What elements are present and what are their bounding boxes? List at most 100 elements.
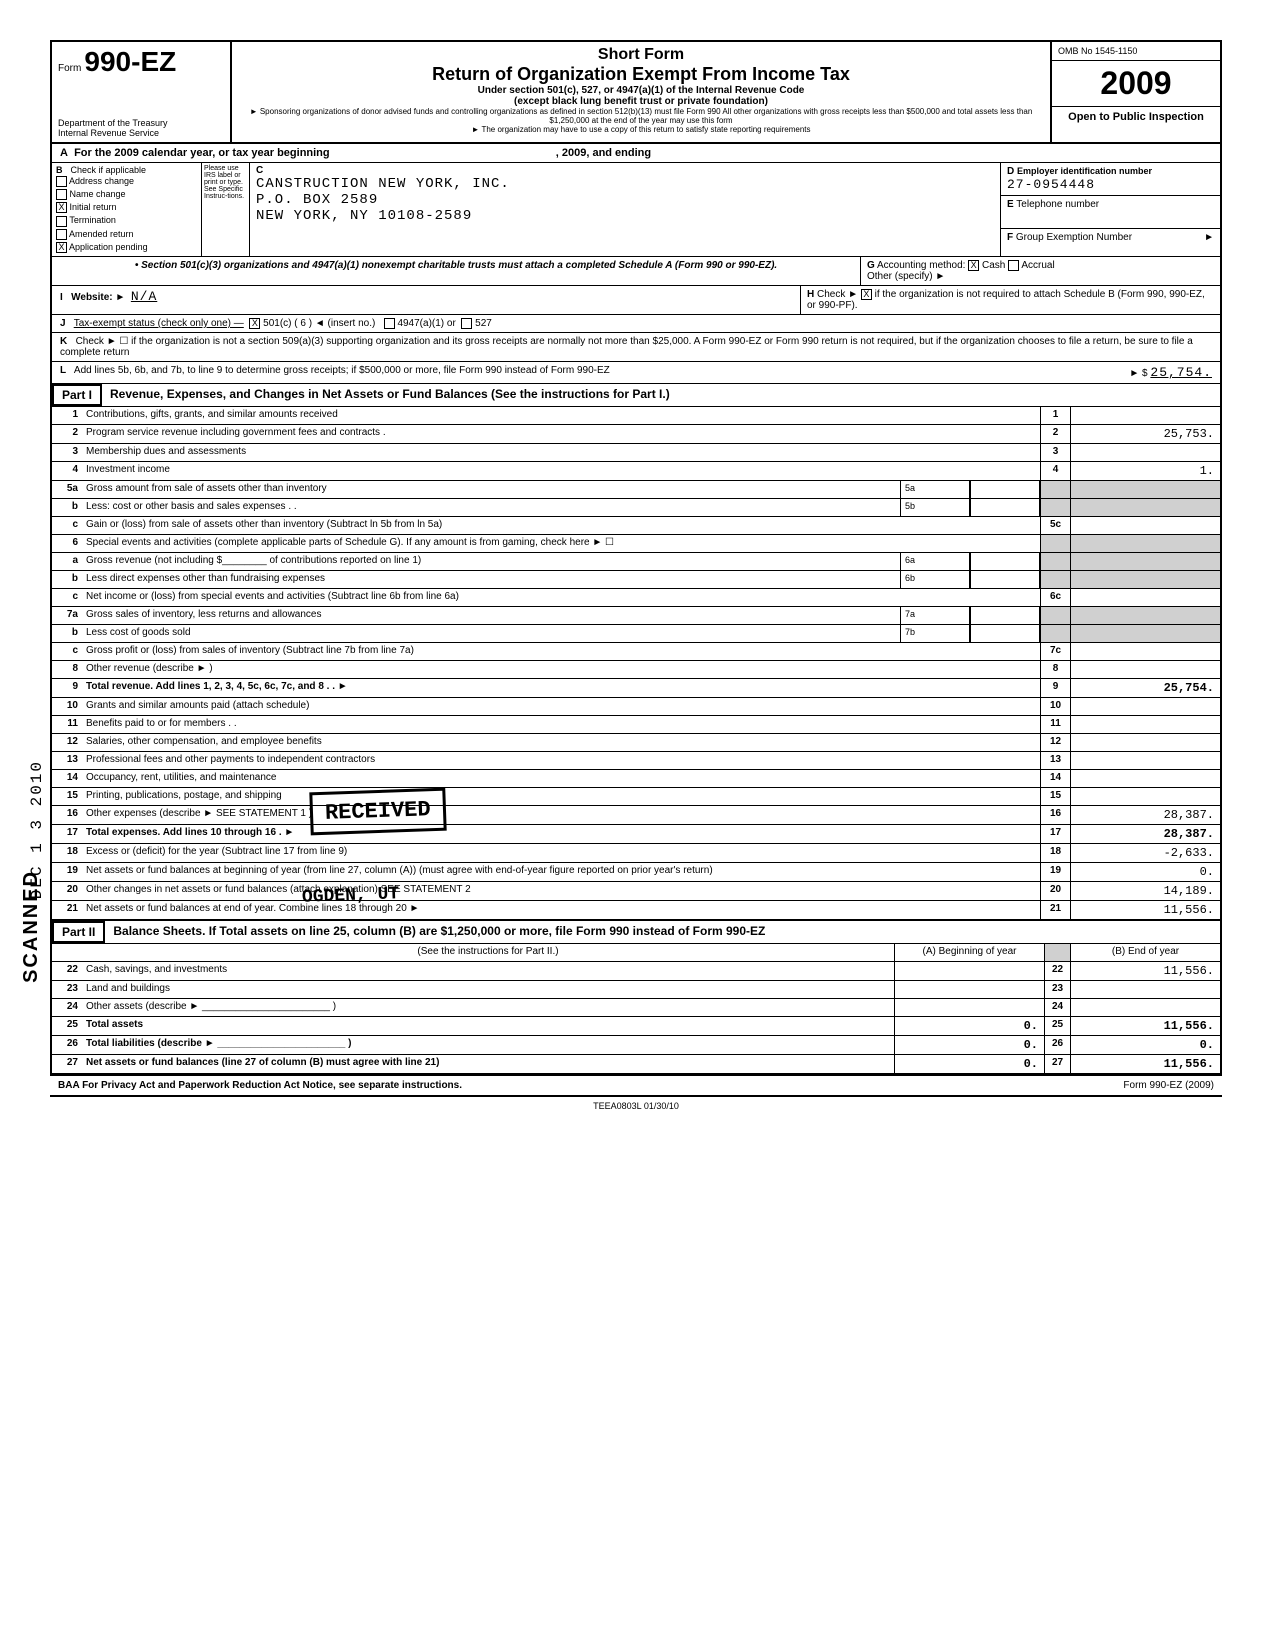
part-i-row-18: 18Excess or (deficit) for the year (Subt…	[52, 844, 1220, 863]
line-num-6: 6	[52, 535, 82, 552]
org-addr2: NEW YORK, NY 10108-2589	[256, 208, 994, 224]
header-right: OMB No 1545-1150 2009 Open to Public Ins…	[1050, 42, 1220, 142]
bs-begin-25: 0.	[894, 1017, 1044, 1035]
line-amt-20: 14,189.	[1070, 882, 1220, 900]
block-b-to-f: B Check if applicable Address change Nam…	[50, 163, 1222, 257]
subtitle-1: Under section 501(c), 527, or 4947(a)(1)…	[242, 85, 1040, 96]
part-i-row-b: bLess: cost or other basis and sales exp…	[52, 499, 1220, 517]
l-text: Add lines 5b, 6b, and 7b, to line 9 to d…	[74, 365, 610, 376]
chk-501c[interactable]: X	[249, 318, 260, 329]
website-value: N/A	[131, 289, 157, 304]
header-note1: ► Sponsoring organizations of donor advi…	[242, 107, 1040, 125]
line-num-c: c	[52, 643, 82, 660]
line-box-blank	[1040, 535, 1070, 552]
line-desc-20: Other changes in net assets or fund bala…	[82, 882, 1040, 900]
line-num-11: 11	[52, 716, 82, 733]
bs-box-24: 24	[1044, 999, 1070, 1016]
title-short-form: Short Form	[242, 46, 1040, 64]
part-i-row-15: 15Printing, publications, postage, and s…	[52, 788, 1220, 806]
line-a-mid: , 2009, and ending	[556, 147, 651, 159]
line-box-20: 20	[1040, 882, 1070, 900]
part-i-row-11: 11Benefits paid to or for members . .11	[52, 716, 1220, 734]
box-d-label: D	[1007, 166, 1014, 177]
accounting-method: G Accounting method: X Cash Accrual Othe…	[860, 257, 1220, 285]
part-i-row-20: 20Other changes in net assets or fund ba…	[52, 882, 1220, 901]
subtitle-2: (except black lung benefit trust or priv…	[242, 96, 1040, 107]
bs-num-27: 27	[52, 1055, 82, 1073]
line-box-blank	[1040, 571, 1070, 588]
line-desc-c: Gross profit or (loss) from sales of inv…	[82, 643, 1040, 660]
line-amt-2: 25,753.	[1070, 425, 1220, 443]
line-desc-6: Special events and activities (complete …	[82, 535, 1040, 552]
bs-desc-25: Total assets	[82, 1017, 894, 1035]
line-amt-6c	[1070, 589, 1220, 606]
part-ii-row-24: 24Other assets (describe ► _____________…	[52, 999, 1220, 1017]
chk-amended[interactable]	[56, 229, 67, 240]
j-label: J	[60, 318, 66, 329]
chk-527[interactable]	[461, 318, 472, 329]
chk-cash[interactable]: X	[968, 260, 979, 271]
part-ii-row-22: 22Cash, savings, and investments2211,556…	[52, 962, 1220, 981]
lbl-amended: Amended return	[69, 229, 134, 239]
line-amt-14	[1070, 770, 1220, 787]
line-amt-19: 0.	[1070, 863, 1220, 881]
h-label: H	[807, 289, 814, 300]
mid-box-6a: 6a	[900, 553, 970, 570]
line-amt-10	[1070, 698, 1220, 715]
chk-initial[interactable]: X	[56, 202, 67, 213]
bs-num-25: 25	[52, 1017, 82, 1035]
chk-pending[interactable]: X	[56, 242, 67, 253]
chk-accrual[interactable]	[1008, 260, 1019, 271]
schedule-a-note: • Section 501(c)(3) organizations and 49…	[52, 257, 860, 285]
part-i-row-7a: 7aGross sales of inventory, less returns…	[52, 607, 1220, 625]
line-box-3: 3	[1040, 444, 1070, 461]
part-ii-title: Balance Sheets. If Total assets on line …	[105, 921, 1220, 943]
baa-text: BAA For Privacy Act and Paperwork Reduct…	[58, 1080, 462, 1091]
line-amt-4: 1.	[1070, 462, 1220, 480]
line-desc-c: Gain or (loss) from sale of assets other…	[82, 517, 1040, 534]
title-main: Return of Organization Exempt From Incom…	[242, 64, 1040, 85]
line-box-13: 13	[1040, 752, 1070, 769]
line-desc-b: Less direct expenses other than fundrais…	[82, 571, 900, 588]
part-i-row-b: bLess cost of goods sold7b	[52, 625, 1220, 643]
bs-desc-26: Total liabilities (describe ► __________…	[82, 1036, 894, 1054]
line-box-16: 16	[1040, 806, 1070, 824]
line-num-8: 8	[52, 661, 82, 678]
line-amt-5c	[1070, 517, 1220, 534]
line-box-blank	[1040, 553, 1070, 570]
chk-name[interactable]	[56, 189, 67, 200]
dept-line1: Department of the Treasury	[58, 118, 224, 128]
date-stamp: DEC 1 3 2010	[28, 760, 46, 899]
line-desc-8: Other revenue (describe ► )	[82, 661, 1040, 678]
mid-val-7b	[970, 625, 1040, 642]
line-num-2: 2	[52, 425, 82, 443]
line-amt-blank	[1070, 571, 1220, 588]
bs-end-23	[1070, 981, 1220, 998]
col-b-heading: (B) End of year	[1070, 944, 1220, 961]
line-num-c: c	[52, 517, 82, 534]
line-amt-blank	[1070, 499, 1220, 516]
part-i-row-5a: 5aGross amount from sale of assets other…	[52, 481, 1220, 499]
part-i-row-16: 16Other expenses (describe ► SEE STATEME…	[52, 806, 1220, 825]
line-amt-blank	[1070, 553, 1220, 570]
line-box-21: 21	[1040, 901, 1070, 919]
i-label: I	[60, 292, 63, 303]
line-box-1: 1	[1040, 407, 1070, 424]
row-k: K Check ► ☐ if the organization is not a…	[50, 333, 1222, 362]
chk-termination[interactable]	[56, 216, 67, 227]
bs-begin-22	[894, 962, 1044, 980]
part-i-row-6: 6Special events and activities (complete…	[52, 535, 1220, 553]
chk-schedule-b[interactable]: X	[861, 289, 872, 300]
line-box-19: 19	[1040, 863, 1070, 881]
chk-4947[interactable]	[384, 318, 395, 329]
org-addr1: P.O. BOX 2589	[256, 192, 994, 208]
bs-begin-26: 0.	[894, 1036, 1044, 1054]
line-a: A For the 2009 calendar year, or tax yea…	[50, 144, 1222, 163]
lbl-other-method: Other (specify) ►	[867, 271, 945, 282]
line-desc-12: Salaries, other compensation, and employ…	[82, 734, 1040, 751]
part-i-row-4: 4Investment income41.	[52, 462, 1220, 481]
line-num-3: 3	[52, 444, 82, 461]
line-amt-3	[1070, 444, 1220, 461]
open-inspection: Open to Public Inspection	[1052, 107, 1220, 127]
chk-address[interactable]	[56, 176, 67, 187]
